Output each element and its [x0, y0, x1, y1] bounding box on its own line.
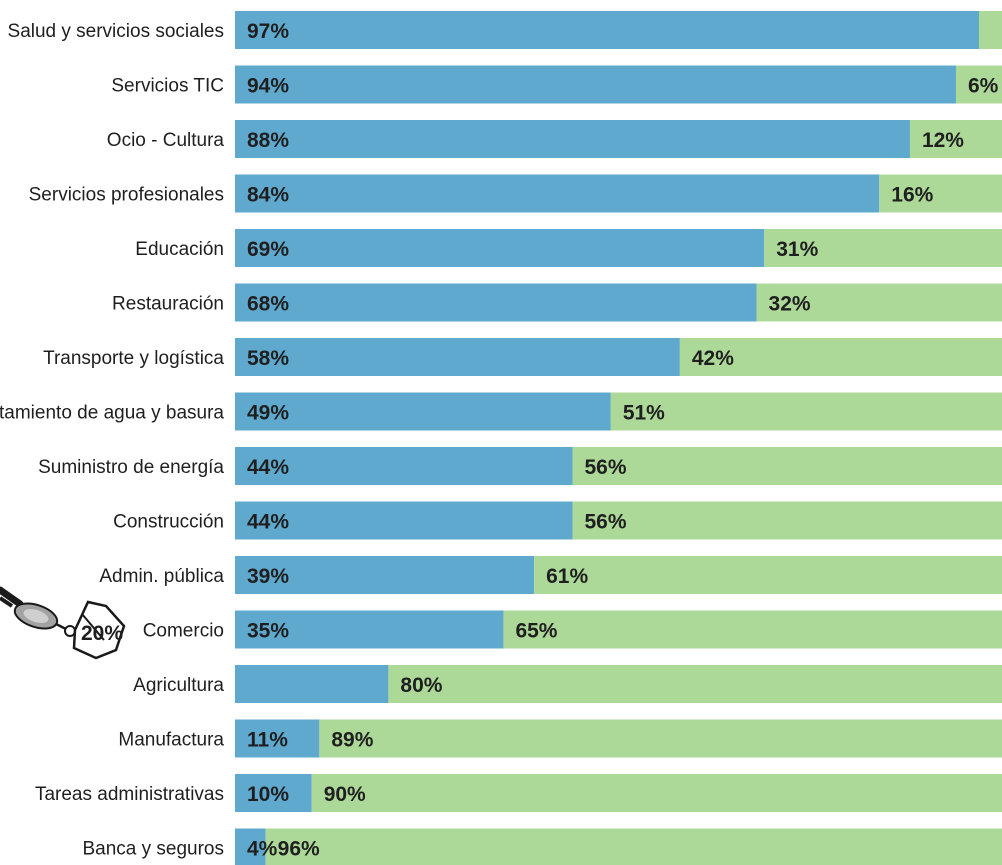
bar-segment-blue	[235, 229, 765, 267]
value-label: 42%	[692, 347, 734, 370]
bar-segment-green	[879, 174, 1002, 213]
bar-segment-green	[388, 665, 1002, 703]
value-label: 44%	[247, 456, 289, 479]
value-label: 32%	[769, 293, 811, 316]
category-label: Servicios TIC	[111, 76, 224, 97]
bar-segment-green	[610, 392, 1002, 431]
category-label: Admin. pública	[99, 566, 224, 587]
bar-segment-green	[955, 65, 1002, 104]
category-label: Educación	[135, 239, 224, 260]
bar-segment-green	[978, 11, 1002, 49]
bar-segment-blue	[235, 174, 880, 213]
value-label: 44%	[247, 511, 289, 534]
bar-segment-blue	[235, 610, 504, 649]
bar-segment-green	[572, 447, 1002, 485]
value-label: 31%	[776, 238, 818, 261]
value-label: 6%	[968, 75, 999, 98]
value-label: 56%	[584, 511, 626, 534]
value-label: 96%	[278, 838, 320, 861]
category-label: Tareas administrativas	[35, 784, 224, 805]
category-label: Manufactura	[118, 730, 224, 751]
bar-segment-blue	[235, 828, 266, 865]
bar-segment-blue	[235, 283, 757, 322]
category-label: Tratamiento de agua y basura	[0, 403, 224, 424]
bar-segment-green	[764, 229, 1002, 267]
bar-segment-blue	[235, 665, 389, 703]
value-label: 4%	[247, 838, 278, 861]
bar-segment-green	[503, 610, 1002, 649]
category-label: Servicios profesionales	[29, 185, 224, 206]
bar-segment-blue	[235, 120, 910, 158]
category-label: Ocio - Cultura	[107, 130, 225, 151]
value-label: 10%	[247, 783, 289, 806]
value-label: 61%	[546, 565, 588, 588]
bar-segment-blue	[235, 447, 573, 485]
bar-segment-blue	[235, 556, 535, 594]
value-label: 69%	[247, 238, 289, 261]
bar-segment-blue	[235, 719, 320, 758]
robot-arm-icon	[0, 586, 126, 660]
value-label: 65%	[515, 620, 557, 643]
category-label: Salud y servicios sociales	[8, 21, 224, 42]
value-label: 97%	[247, 20, 289, 43]
value-label: 51%	[623, 402, 665, 425]
category-label: Restauración	[112, 294, 224, 315]
value-label: 49%	[247, 402, 289, 425]
value-label: 39%	[247, 565, 289, 588]
value-label: 68%	[247, 293, 289, 316]
category-label: Banca y seguros	[82, 839, 224, 860]
bar-segment-blue	[235, 392, 611, 431]
bar-segment-green	[679, 338, 1002, 376]
bar-segment-blue	[235, 11, 979, 49]
category-label: Comercio	[143, 621, 224, 642]
value-label: 80%	[400, 674, 442, 697]
value-label: 88%	[247, 129, 289, 152]
bar-segment-green	[319, 719, 1002, 758]
bars-layer	[235, 11, 1002, 865]
category-label: Construcción	[113, 512, 224, 533]
category-label: Suministro de energía	[38, 457, 224, 478]
value-label: 94%	[247, 75, 289, 98]
bar-segment-green	[311, 774, 1002, 812]
bar-segment-blue	[235, 65, 956, 104]
robot-annotation-label: 20%	[81, 622, 123, 645]
bar-segment-blue	[235, 501, 573, 540]
bar-segment-blue	[235, 338, 680, 376]
value-label: 58%	[247, 347, 289, 370]
value-label: 89%	[331, 729, 373, 752]
value-label: 16%	[891, 184, 933, 207]
bar-segment-green	[909, 120, 1002, 158]
value-label: 12%	[922, 129, 964, 152]
value-label: 84%	[247, 184, 289, 207]
value-label: 11%	[247, 729, 288, 752]
category-label: Agricultura	[133, 675, 224, 696]
bar-segment-green	[265, 828, 1002, 865]
bar-segment-blue	[235, 774, 312, 812]
category-label: Transporte y logística	[43, 348, 224, 369]
labels-layer: Salud y servicios sociales 97% Servicios T…	[0, 20, 999, 861]
value-label: 90%	[324, 783, 366, 806]
bar-segment-green	[572, 501, 1002, 540]
bar-segment-green	[756, 283, 1002, 322]
value-label: 35%	[247, 620, 289, 643]
value-label: 56%	[584, 456, 626, 479]
bar-segment-green	[534, 556, 1002, 594]
